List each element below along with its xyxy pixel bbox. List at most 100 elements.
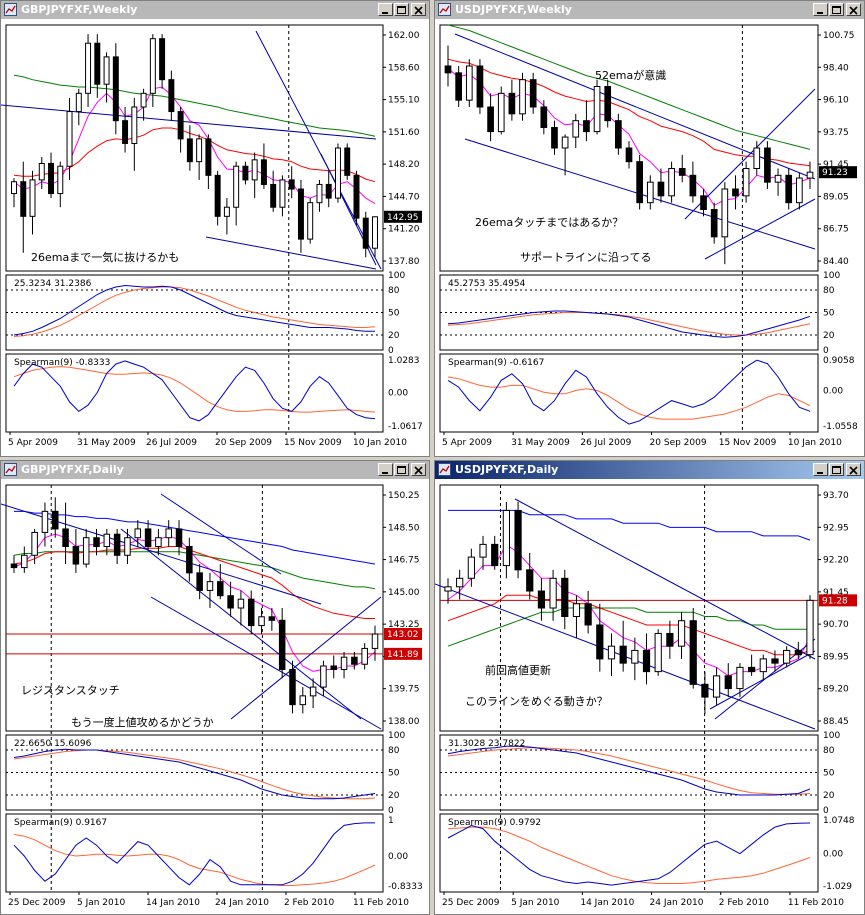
candle-body bbox=[20, 181, 27, 217]
candle-body bbox=[144, 528, 152, 547]
stochastic-tick-label: 20 bbox=[823, 331, 835, 341]
chart-canvas[interactable]: 100.75 98.40 96.10 93.75 91.45 89.05 86.75 84.4… bbox=[435, 19, 864, 456]
stochastic-tick-label: 50 bbox=[823, 769, 835, 779]
candle-body bbox=[796, 177, 803, 204]
date-tick-label: 25 Dec 2009 bbox=[8, 898, 66, 908]
chart-window-usdjpy-weekly[interactable]: USDJPYFXF,Weekly 100.75 98.40 96.10 93.75 91… bbox=[434, 0, 865, 457]
price-tick-label: 93.75 bbox=[823, 128, 849, 138]
candle-body bbox=[175, 528, 183, 547]
candle-body bbox=[51, 510, 59, 530]
window-title: USDJPYFXF,Weekly bbox=[455, 3, 572, 16]
close-button[interactable] bbox=[411, 463, 426, 476]
chart-app-icon bbox=[438, 3, 451, 16]
minimize-button[interactable] bbox=[813, 3, 828, 16]
candle-body bbox=[75, 92, 82, 113]
date-tick-label: 20 Sep 2009 bbox=[215, 438, 272, 448]
chart-window-usdjpy-daily[interactable]: USDJPYFXF,Daily 93.70 92.95 92.20 91.45 90.7… bbox=[434, 460, 865, 915]
candle-body bbox=[82, 537, 90, 565]
candle-body bbox=[214, 174, 221, 217]
close-button[interactable] bbox=[411, 3, 426, 16]
maximize-button[interactable] bbox=[394, 463, 409, 476]
minimize-button[interactable] bbox=[813, 463, 828, 476]
candle-body bbox=[700, 195, 707, 210]
candle-body bbox=[479, 543, 487, 558]
trend-line bbox=[514, 498, 816, 660]
candle-body bbox=[155, 537, 162, 548]
ema-short-line bbox=[447, 68, 811, 207]
close-button[interactable] bbox=[846, 3, 861, 16]
candle-body bbox=[583, 120, 590, 133]
spearman-tick-label: 1 bbox=[388, 816, 394, 826]
candle-body bbox=[372, 216, 378, 249]
maximize-button[interactable] bbox=[829, 3, 844, 16]
spearman-tick-label: 0.9058 bbox=[823, 356, 855, 366]
window-titlebar[interactable]: GBPJPYFXF,Weekly bbox=[1, 1, 429, 19]
spearman-tick-label: 0.00 bbox=[388, 388, 408, 398]
spearman-main-line bbox=[447, 359, 811, 425]
stochastic-tick-label: 100 bbox=[823, 271, 840, 281]
candle-body bbox=[529, 79, 537, 108]
trend-line bbox=[160, 493, 282, 575]
chart-window-gbpjpy-weekly[interactable]: GBPJPYFXF,Weekly 162.00 158.60 155.10 151.6… bbox=[0, 0, 430, 457]
chart-window-gbpjpy-daily[interactable]: GBPJPYFXF,Daily 150.25 148.50 146.75 145.00… bbox=[0, 460, 430, 915]
window-titlebar[interactable]: USDJPYFXF,Weekly bbox=[435, 1, 864, 19]
stochastic-tick-label: 80 bbox=[823, 746, 835, 756]
close-button[interactable] bbox=[846, 463, 861, 476]
window-titlebar[interactable]: GBPJPYFXF,Daily bbox=[1, 461, 429, 479]
price-tick-label: 143.25 bbox=[388, 620, 420, 630]
maximize-button[interactable] bbox=[829, 463, 844, 476]
date-tick-label: 24 Jan 2010 bbox=[650, 898, 704, 908]
candle-body bbox=[540, 106, 548, 128]
ema-mid-line bbox=[447, 58, 811, 167]
candle-body bbox=[764, 147, 771, 183]
trend-line bbox=[255, 30, 382, 270]
candle-body bbox=[330, 665, 338, 671]
ema-mid-line bbox=[13, 127, 376, 183]
stochastic-d-line bbox=[13, 286, 376, 337]
spearman-tick-label: 0.00 bbox=[823, 386, 843, 396]
minimize-button[interactable] bbox=[378, 463, 393, 476]
chart-canvas[interactable]: 150.25148.50146.75145.00143.25141.50139.… bbox=[1, 479, 429, 914]
trend-line bbox=[205, 236, 377, 270]
candle-body bbox=[353, 174, 360, 219]
date-tick-label: 14 Jan 2010 bbox=[146, 898, 200, 908]
chart-canvas[interactable]: 162.00 158.60 155.10 151.60 148.20 144.70 141.… bbox=[1, 19, 429, 456]
stochastic-tick-label: 0 bbox=[388, 806, 394, 816]
price-tick-label: 151.60 bbox=[388, 128, 420, 138]
candle-body bbox=[724, 675, 732, 690]
price-tick-label: 139.75 bbox=[388, 685, 420, 695]
candle-body bbox=[596, 624, 604, 660]
spearman-main-line bbox=[447, 822, 811, 886]
candle-body bbox=[487, 106, 494, 133]
candle-body bbox=[785, 174, 793, 204]
candle-body bbox=[85, 42, 92, 94]
window-titlebar[interactable]: USDJPYFXF,Daily bbox=[435, 461, 864, 479]
chart-app-icon bbox=[4, 463, 17, 476]
candle-body bbox=[732, 188, 739, 197]
candle-body bbox=[278, 619, 286, 671]
candle-body bbox=[307, 202, 314, 240]
candle-body bbox=[186, 546, 193, 574]
price-tick-label: 90.70 bbox=[823, 620, 849, 630]
minimize-button[interactable] bbox=[378, 3, 393, 16]
price-tick-label: 86.75 bbox=[823, 225, 849, 235]
date-tick-label: 15 Nov 2009 bbox=[284, 438, 342, 448]
ema-longest-line bbox=[14, 510, 376, 565]
candle-body bbox=[103, 56, 110, 85]
stochastic-tick-label: 80 bbox=[388, 746, 400, 756]
trend-line bbox=[150, 596, 382, 730]
candle-body bbox=[502, 509, 510, 567]
candle-body bbox=[561, 577, 569, 617]
candle-body bbox=[196, 572, 203, 591]
candle-body bbox=[205, 138, 212, 176]
spearman-main-line bbox=[13, 822, 375, 886]
price-tick-label: 89.95 bbox=[823, 652, 849, 662]
price-panel bbox=[5, 24, 384, 272]
chart-canvas[interactable]: 93.70 92.95 92.20 91.45 90.70 89.95 89.20 88.45… bbox=[435, 479, 864, 914]
maximize-button[interactable] bbox=[394, 3, 409, 16]
stochastic-d-line bbox=[447, 747, 811, 795]
date-tick-label: 31 May 2009 bbox=[77, 438, 136, 448]
candle-body bbox=[260, 159, 267, 185]
date-tick-label: 20 Sep 2009 bbox=[650, 438, 707, 448]
date-tick-label: 15 Nov 2009 bbox=[719, 438, 777, 448]
